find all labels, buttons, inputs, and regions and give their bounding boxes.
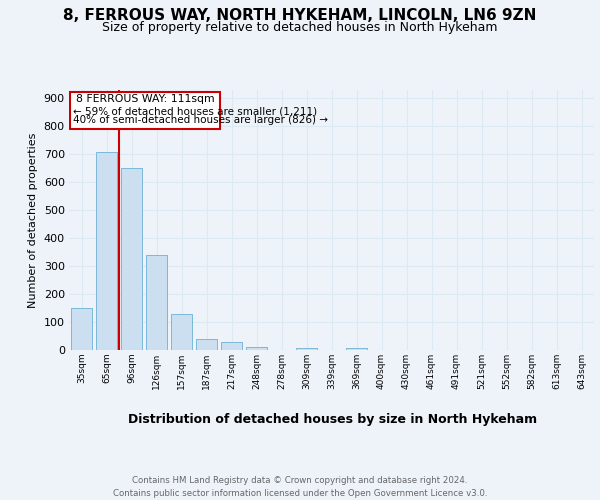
Text: Contains public sector information licensed under the Open Government Licence v3: Contains public sector information licen… <box>113 489 487 498</box>
Bar <box>221 342 242 350</box>
Bar <box>70 92 220 129</box>
Bar <box>71 308 92 350</box>
Text: Distribution of detached houses by size in North Hykeham: Distribution of detached houses by size … <box>128 412 538 426</box>
Bar <box>171 314 192 350</box>
Text: 8, FERROUS WAY, NORTH HYKEHAM, LINCOLN, LN6 9ZN: 8, FERROUS WAY, NORTH HYKEHAM, LINCOLN, … <box>64 8 536 22</box>
Bar <box>121 168 142 350</box>
Bar <box>296 348 317 350</box>
Bar <box>246 346 267 350</box>
Bar <box>96 152 117 350</box>
Bar <box>146 255 167 350</box>
Text: ← 59% of detached houses are smaller (1,211): ← 59% of detached houses are smaller (1,… <box>73 106 317 116</box>
Text: Size of property relative to detached houses in North Hykeham: Size of property relative to detached ho… <box>102 21 498 34</box>
Text: Contains HM Land Registry data © Crown copyright and database right 2024.: Contains HM Land Registry data © Crown c… <box>132 476 468 485</box>
Text: 40% of semi-detached houses are larger (826) →: 40% of semi-detached houses are larger (… <box>73 115 328 125</box>
Bar <box>196 339 217 350</box>
Text: 8 FERROUS WAY: 111sqm: 8 FERROUS WAY: 111sqm <box>76 94 215 104</box>
Bar <box>346 348 367 350</box>
Y-axis label: Number of detached properties: Number of detached properties <box>28 132 38 308</box>
